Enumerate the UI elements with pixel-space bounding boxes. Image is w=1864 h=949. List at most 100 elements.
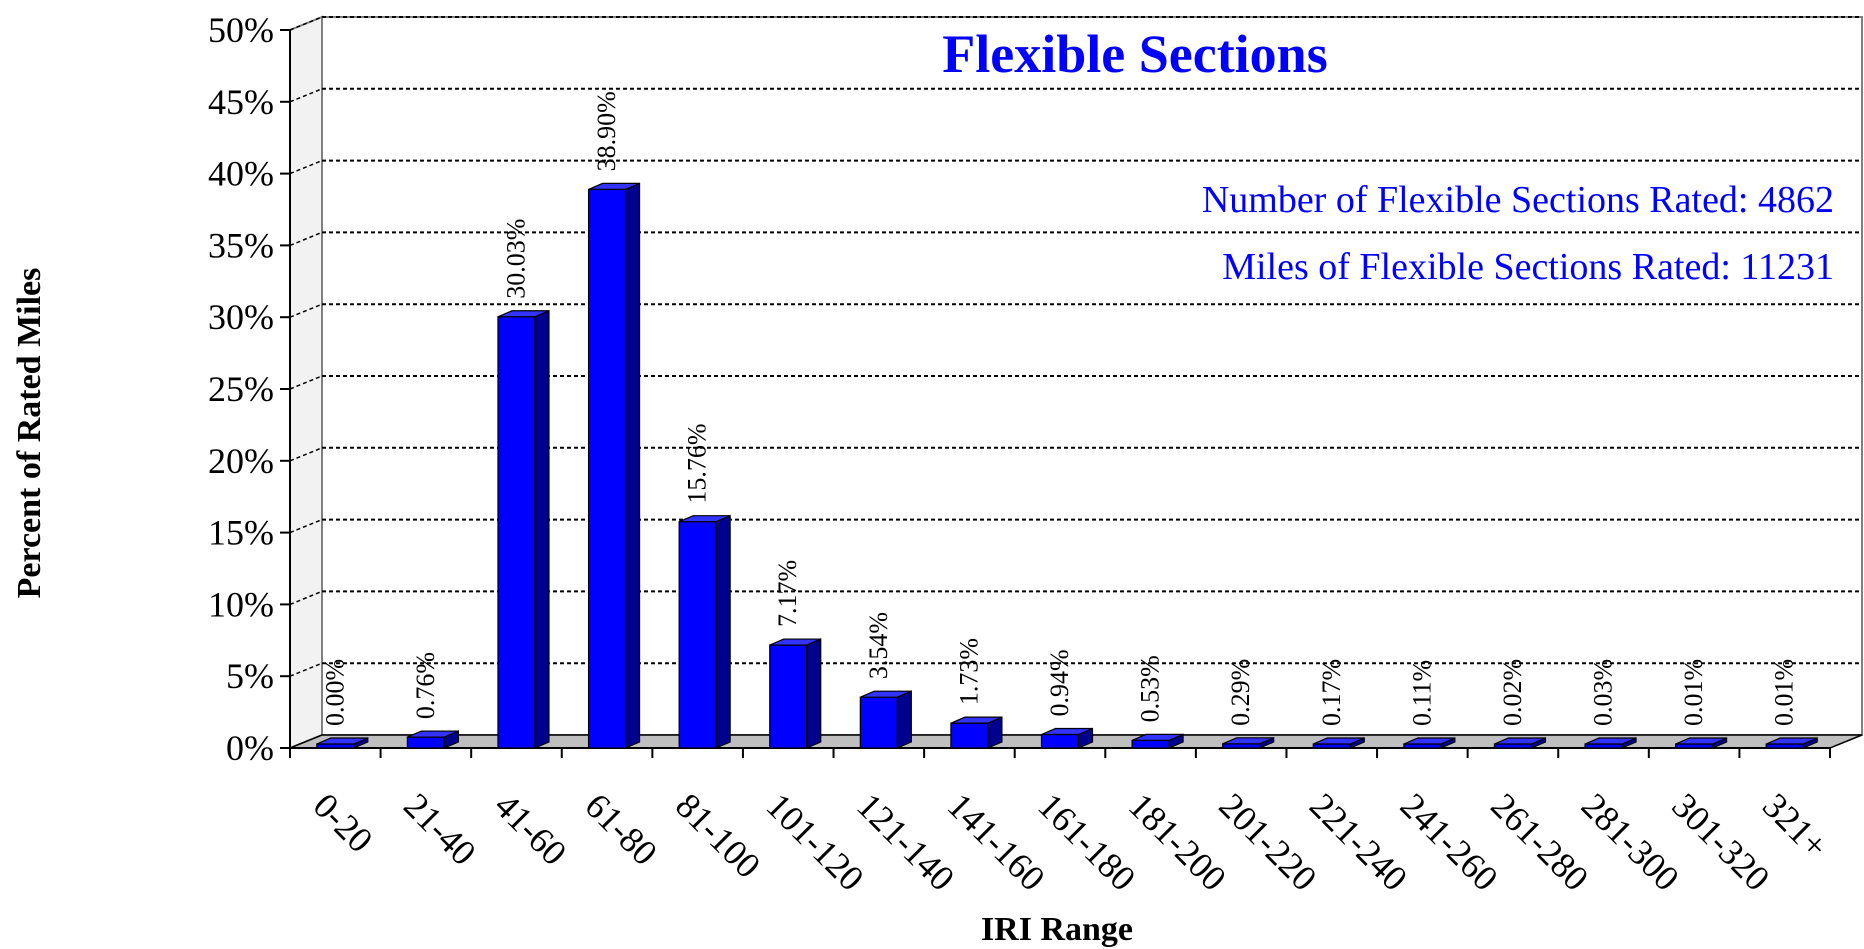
data-label: 38.90% xyxy=(592,91,621,171)
data-label: 0.00% xyxy=(320,659,349,726)
data-label: 0.03% xyxy=(1589,659,1618,726)
y-tick-label: 0% xyxy=(226,728,274,768)
bar-front xyxy=(1040,733,1080,749)
y-tick-label: 35% xyxy=(208,225,274,265)
data-label: 15.76% xyxy=(683,424,712,504)
gridline-side xyxy=(289,231,323,247)
bar-top xyxy=(1313,737,1365,745)
bar-top xyxy=(1675,737,1727,745)
data-label: 0.29% xyxy=(1226,659,1255,726)
data-label: 7.17% xyxy=(773,560,802,627)
gridline-side xyxy=(289,16,323,31)
x-axis-title: IRI Range xyxy=(981,911,1133,948)
x-tick-label: 141-160 xyxy=(940,785,1053,898)
x-tick-label: 301-320 xyxy=(1664,785,1777,898)
y-tick-label: 25% xyxy=(208,369,274,409)
bar xyxy=(1765,737,1818,749)
gridline-side xyxy=(289,662,323,677)
bar xyxy=(316,737,369,749)
data-label: 30.03% xyxy=(501,219,530,299)
y-tick-label: 50% xyxy=(208,10,274,50)
bar-top xyxy=(1131,733,1184,741)
gridline-side xyxy=(289,88,323,103)
y-tick-label: 15% xyxy=(208,513,274,553)
bar xyxy=(1131,733,1184,749)
bar xyxy=(1675,737,1728,749)
bar-top xyxy=(769,638,821,646)
bar xyxy=(769,638,822,749)
bar-top xyxy=(678,515,731,523)
bar-side xyxy=(806,638,822,749)
chart-title: Flexible Sections xyxy=(942,24,1327,84)
data-label: 0.94% xyxy=(1045,649,1074,716)
data-label: 0.76% xyxy=(411,652,440,719)
y-tick-label: 10% xyxy=(208,584,274,624)
x-tick-label: 61-80 xyxy=(577,785,665,873)
x-tick-label: 0-20 xyxy=(306,785,381,860)
bar xyxy=(950,716,1003,749)
y-tick-labels: 0% 5% 10% 15% 20% 25% 30% 35% 40% 45% 50% xyxy=(208,10,290,768)
x-tick-label: 41-60 xyxy=(487,785,575,873)
data-label: 0.01% xyxy=(1679,659,1708,726)
bar-top xyxy=(1584,737,1637,745)
x-tick-label: 101-120 xyxy=(759,785,872,898)
bar-top xyxy=(407,730,459,738)
bar-side xyxy=(896,690,912,749)
gridline-side xyxy=(289,375,323,390)
bar-front xyxy=(859,696,898,749)
x-tick-label: 181-200 xyxy=(1121,785,1234,898)
bar xyxy=(1403,737,1456,749)
y-tick-label: 30% xyxy=(208,297,274,337)
gridline-side xyxy=(289,590,323,606)
gridline-side xyxy=(289,159,323,175)
bar-top xyxy=(860,690,912,698)
bar xyxy=(406,730,459,749)
gridline-side xyxy=(289,447,323,462)
bar-front xyxy=(1131,739,1170,749)
x-tick-label: 261-280 xyxy=(1483,785,1596,898)
data-label: 0.11% xyxy=(1407,660,1436,726)
x-tick-label: 221-240 xyxy=(1302,785,1415,898)
x-tick-labels: 0-20 21-40 41-60 61-80 81-100101-120121-1401… xyxy=(289,748,1836,899)
x-tick-label: 281-300 xyxy=(1574,785,1687,898)
bars xyxy=(316,182,1818,749)
bar-front xyxy=(497,316,536,749)
data-label: 0.02% xyxy=(1498,659,1527,726)
data-labels: 0.00% 0.76% 30.03% 38.90% 15.76% 7.17% 3.54% 1.… xyxy=(320,91,1798,726)
bar-front xyxy=(678,521,717,749)
bar-front xyxy=(1222,743,1261,749)
bar-front xyxy=(769,644,808,749)
x-tick-label: 81-100 xyxy=(668,785,768,885)
bar-top xyxy=(1765,737,1818,745)
bar xyxy=(859,690,912,749)
data-label: 3.54% xyxy=(864,612,893,679)
x-tick-label: 321+ xyxy=(1755,785,1836,866)
bar xyxy=(1493,737,1547,749)
bar-top xyxy=(1494,737,1546,745)
y-axis-title: Percent of Rated Miles xyxy=(11,268,48,599)
bar xyxy=(1312,737,1365,749)
bar-top xyxy=(497,310,550,318)
bar xyxy=(587,182,641,749)
x-tick-label: 21-40 xyxy=(396,785,484,873)
bar-front xyxy=(587,188,627,749)
bar xyxy=(1584,737,1637,749)
bar xyxy=(1040,727,1094,749)
annotation-sections-count: Number of Flexible Sections Rated: 4862 xyxy=(1202,179,1834,221)
x-tick-label: 161-180 xyxy=(1030,785,1143,898)
bar-top xyxy=(588,182,640,190)
x-tick-label: 241-260 xyxy=(1393,785,1506,898)
data-label: 1.73% xyxy=(954,638,983,705)
bar-top xyxy=(1222,737,1274,745)
gridline-side xyxy=(289,303,323,318)
y-tick-label: 20% xyxy=(208,441,274,481)
y-tick-label: 5% xyxy=(226,656,274,696)
bar xyxy=(497,309,550,749)
bar xyxy=(1222,736,1275,749)
bar-side xyxy=(624,182,641,749)
annotation-miles-rated: Miles of Flexible Sections Rated: 11231 xyxy=(1222,246,1834,288)
x-tick-label: 201-220 xyxy=(1212,785,1325,898)
bar-top xyxy=(1041,727,1093,736)
bar-top xyxy=(316,737,369,745)
gridlines xyxy=(289,16,1862,677)
